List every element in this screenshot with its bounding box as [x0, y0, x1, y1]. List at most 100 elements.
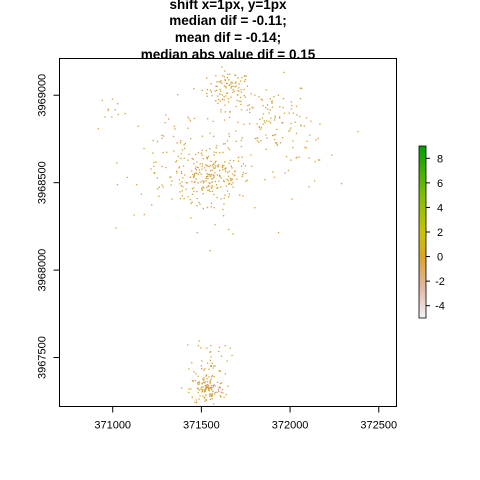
data-point: [195, 399, 197, 401]
data-point: [209, 382, 212, 384]
data-point: [206, 165, 208, 167]
data-point: [210, 160, 212, 162]
data-point: [224, 70, 226, 72]
data-point: [315, 139, 317, 141]
data-point: [319, 123, 321, 125]
data-point: [205, 180, 207, 182]
data-point: [281, 137, 284, 139]
data-point: [259, 125, 261, 128]
data-point: [220, 80, 222, 82]
data-point: [196, 197, 198, 200]
data-point: [238, 90, 240, 92]
data-point: [243, 80, 246, 82]
data-point: [198, 381, 200, 383]
data-point: [181, 172, 183, 175]
data-point: [242, 195, 244, 197]
data-point: [219, 93, 221, 95]
data-point: [205, 399, 207, 401]
data-point: [300, 124, 302, 126]
data-point: [243, 88, 245, 91]
data-point: [203, 391, 205, 393]
data-point: [205, 388, 207, 390]
data-point: [225, 185, 227, 187]
data-point: [223, 203, 225, 205]
data-point: [197, 345, 200, 347]
data-point: [206, 173, 208, 175]
data-point: [206, 92, 208, 95]
data-point: [213, 384, 215, 386]
data-point: [218, 180, 220, 182]
data-point: [277, 94, 280, 96]
data-point: [209, 359, 211, 362]
data-point: [299, 98, 302, 100]
data-point: [107, 108, 109, 110]
data-point: [221, 382, 223, 384]
data-point: [243, 94, 245, 97]
data-point: [190, 137, 192, 140]
data-point: [185, 188, 187, 190]
data-point: [161, 134, 163, 136]
data-point: [301, 87, 303, 90]
data-point: [211, 190, 214, 193]
data-point: [198, 381, 200, 383]
data-point: [191, 180, 193, 183]
data-point: [206, 88, 209, 91]
data-point: [213, 163, 215, 165]
data-point: [224, 168, 226, 170]
data-point: [193, 371, 195, 373]
data-point: [224, 104, 226, 106]
data-point: [227, 73, 229, 75]
data-point: [210, 384, 212, 387]
data-point: [227, 147, 229, 149]
data-point: [207, 386, 209, 388]
data-point: [274, 117, 276, 119]
data-point: [153, 165, 155, 167]
data-point: [192, 173, 194, 175]
data-point: [205, 149, 208, 152]
data-point: [298, 156, 300, 158]
data-point: [207, 189, 209, 192]
data-point: [199, 203, 201, 205]
data-point: [227, 385, 229, 387]
data-point: [292, 146, 294, 149]
data-point: [215, 184, 218, 186]
data-point: [197, 173, 199, 175]
data-point: [174, 128, 176, 130]
data-point: [211, 376, 213, 378]
data-point: [223, 85, 226, 87]
data-point: [300, 125, 302, 127]
x-axis: 371000 371500 372000 372500: [94, 406, 397, 432]
data-point: [295, 157, 297, 159]
data-point: [216, 144, 218, 147]
data-point: [143, 147, 145, 150]
data-point: [275, 142, 277, 144]
data-point: [225, 170, 227, 173]
data-point: [156, 188, 159, 190]
data-point: [162, 151, 164, 154]
data-point: [222, 392, 224, 394]
data-point: [225, 87, 227, 89]
data-point: [216, 81, 218, 83]
data-point: [213, 393, 216, 395]
data-point: [201, 390, 203, 392]
data-point: [214, 180, 217, 183]
data-point: [191, 380, 194, 382]
data-point: [211, 181, 213, 183]
data-point: [228, 193, 230, 195]
data-point: [221, 66, 223, 68]
data-point: [269, 98, 271, 100]
data-point: [225, 95, 227, 97]
data-point: [260, 127, 263, 129]
data-point: [266, 137, 268, 139]
data-point: [269, 122, 272, 124]
data-point: [199, 163, 201, 165]
data-point: [202, 395, 204, 397]
data-point: [223, 396, 225, 398]
data-point: [306, 140, 308, 142]
colorbar-ticks: -4 -2 0 2 4 6 8: [426, 153, 445, 313]
data-point: [218, 346, 221, 348]
data-point: [230, 96, 232, 98]
data-point: [220, 177, 222, 179]
colorbar-tick-label: 8: [437, 153, 443, 165]
data-point: [213, 167, 215, 169]
